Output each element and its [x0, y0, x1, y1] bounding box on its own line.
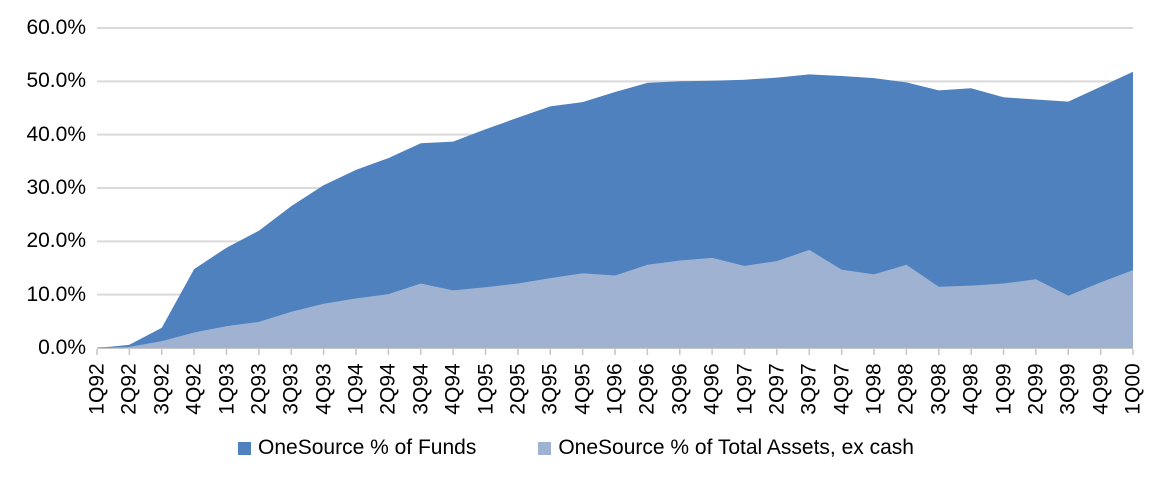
legend-item: OneSource % of Total Assets, ex cash: [538, 436, 914, 460]
y-tick-label: 20.0%: [26, 229, 86, 253]
x-tick-label: 3Q99: [1056, 363, 1080, 415]
x-tick-label: 1Q96: [603, 363, 627, 415]
x-tick-label: 1Q97: [733, 363, 756, 415]
x-tick-label: 1Q98: [862, 363, 886, 415]
x-tick-label: 1Q92: [85, 363, 109, 415]
x-tick-label: 4Q99: [1089, 363, 1113, 415]
x-tick-label: 2Q94: [376, 363, 400, 415]
y-tick-label: 40.0%: [26, 122, 86, 146]
legend-marker-icon: [538, 441, 552, 455]
x-tick-label: 2Q96: [635, 363, 659, 415]
x-tick-label: 4Q92: [182, 363, 206, 415]
y-tick-label: 10.0%: [26, 282, 86, 306]
chart-legend: OneSource % of Funds OneSource % of Total…: [0, 436, 1152, 460]
x-tick-label: 3Q96: [668, 363, 692, 415]
x-tick-label: 4Q95: [571, 363, 595, 415]
x-tick-label: 1Q00: [1121, 363, 1145, 415]
x-tick-label: 3Q95: [538, 363, 562, 415]
x-tick-label: 2Q98: [894, 363, 918, 415]
y-tick-label: 0.0%: [38, 336, 86, 359]
y-tick-label: 50.0%: [26, 69, 86, 93]
legend-label: OneSource % of Total Assets, ex cash: [558, 436, 914, 459]
x-tick-label: 2Q99: [1024, 363, 1048, 415]
x-tick-label: 3Q97: [797, 363, 821, 415]
series-area-assets: [97, 249, 1133, 348]
x-tick-label: 2Q93: [247, 363, 271, 415]
x-tick-label: 1Q99: [992, 363, 1015, 415]
legend-item: OneSource % of Funds: [238, 436, 476, 460]
x-tick-label: 2Q95: [506, 363, 530, 415]
legend-label: OneSource % of Funds: [258, 436, 477, 459]
y-tick-label: 60.0%: [26, 16, 86, 39]
x-tick-label: 2Q92: [117, 363, 141, 415]
x-tick-label: 4Q93: [312, 363, 336, 415]
x-tick-label: 4Q96: [700, 363, 724, 415]
x-tick-label: 4Q98: [959, 363, 983, 415]
x-tick-label: 1Q94: [344, 363, 368, 415]
x-tick-label: 2Q97: [765, 363, 789, 415]
x-tick-label: 1Q95: [474, 363, 497, 415]
x-tick-label: 3Q94: [409, 363, 433, 415]
x-tick-label: 3Q92: [150, 363, 174, 415]
x-tick-label: 1Q93: [215, 363, 238, 415]
x-tick-label: 4Q94: [441, 363, 465, 415]
y-tick-label: 30.0%: [26, 176, 86, 199]
x-tick-label: 4Q97: [830, 363, 854, 415]
legend-marker-icon: [238, 441, 252, 455]
x-tick-label: 3Q98: [927, 363, 951, 415]
x-tick-label: 3Q93: [279, 363, 303, 415]
